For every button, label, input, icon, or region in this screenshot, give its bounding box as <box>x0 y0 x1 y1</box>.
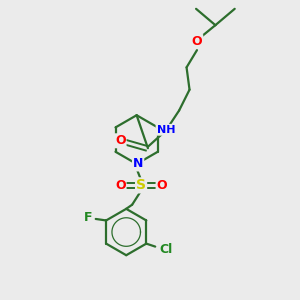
Text: O: O <box>192 35 202 48</box>
Text: Cl: Cl <box>159 243 172 256</box>
Text: S: S <box>136 178 146 192</box>
Text: F: F <box>84 211 93 224</box>
Text: N: N <box>133 158 143 170</box>
Text: O: O <box>157 179 167 192</box>
Text: O: O <box>115 179 126 192</box>
Text: NH: NH <box>157 125 175 135</box>
Text: O: O <box>115 134 126 147</box>
